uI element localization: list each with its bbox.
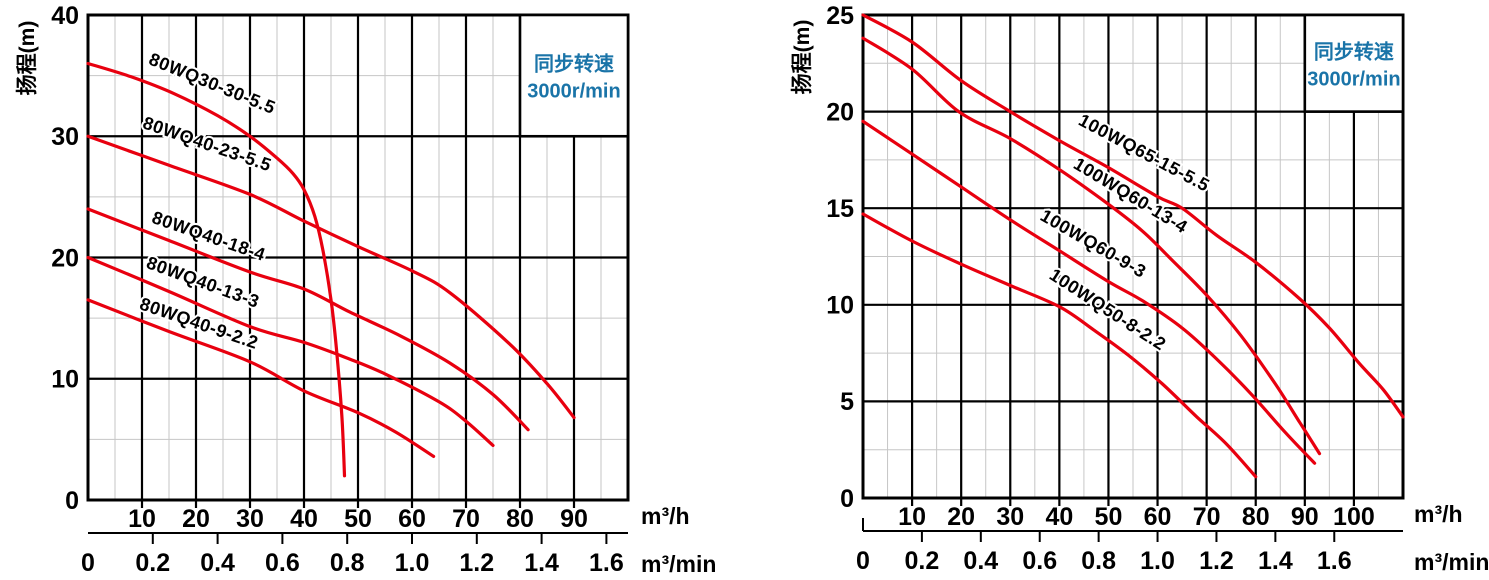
svg-text:30: 30 — [236, 505, 264, 533]
x-tick-labels: 10 20 30 40 50 60 70 80 90 — [128, 501, 588, 533]
speed-note-line2: 3000r/min — [1307, 68, 1400, 90]
svg-text:10: 10 — [898, 503, 926, 531]
svg-text:100: 100 — [1333, 503, 1375, 531]
svg-text:30: 30 — [996, 503, 1024, 531]
plot-border — [861, 13, 1405, 500]
curve-80WQ40-13-3 — [86, 255, 495, 447]
curve-label-80WQ40-23-5.5: 80WQ40-23-5.5 — [140, 113, 274, 176]
svg-text:1.6: 1.6 — [589, 549, 624, 577]
curve-100WQ60-9-3 — [861, 119, 1317, 465]
svg-text:70: 70 — [1193, 503, 1221, 531]
curve-label-80WQ30-30-5.5: 80WQ30-30-5.5 — [146, 49, 278, 118]
speed-note-box — [1303, 13, 1405, 113]
svg-text:15: 15 — [826, 195, 854, 223]
grid-minor — [863, 15, 1403, 498]
curve-80WQ40-9-2.2 — [86, 298, 436, 458]
svg-text:0.6: 0.6 — [265, 549, 300, 577]
svg-text:0: 0 — [840, 485, 854, 513]
svg-text:0.6: 0.6 — [1022, 547, 1057, 575]
speed-note-box — [518, 13, 630, 138]
unit-m3min-right: m³/min — [1414, 549, 1489, 575]
y-axis-label-right: 扬程(m) — [791, 19, 814, 95]
svg-text:1.4: 1.4 — [524, 549, 559, 577]
unit-m3min-left: m³/min — [641, 551, 717, 577]
flow-per-minute-axis: 0 0.2 0.4 0.6 0.8 1.0 1.2 1.4 1.6 — [81, 532, 628, 577]
svg-text:1.4: 1.4 — [1258, 547, 1293, 575]
svg-text:1.6: 1.6 — [1317, 547, 1352, 575]
svg-text:5: 5 — [840, 388, 854, 416]
svg-text:1.2: 1.2 — [459, 549, 494, 577]
svg-text:0.4: 0.4 — [963, 547, 998, 575]
svg-text:90: 90 — [1291, 503, 1319, 531]
curve-100WQ50-8-2.2 — [861, 212, 1258, 479]
svg-text:0: 0 — [65, 487, 79, 515]
svg-text:20: 20 — [182, 505, 210, 533]
svg-text:80: 80 — [506, 505, 534, 533]
svg-text:10: 10 — [826, 292, 854, 320]
svg-text:20: 20 — [947, 503, 975, 531]
unit-m3h-right: m³/h — [1414, 501, 1463, 527]
curve-100WQ60-13-4 — [861, 36, 1322, 456]
svg-text:25: 25 — [826, 2, 854, 30]
svg-text:70: 70 — [452, 505, 480, 533]
y-tick-labels: 0 5 10 15 20 25 — [826, 2, 854, 513]
svg-text:1.0: 1.0 — [1140, 547, 1175, 575]
curve-80WQ30-30-5.5 — [86, 61, 347, 478]
chart-right: 同步转速 3000r/min 0 5 10 15 20 25 10 20 30 40 50 60 70 80 9… — [826, 2, 1405, 575]
svg-text:40: 40 — [1045, 503, 1073, 531]
svg-text:0.8: 0.8 — [1081, 547, 1116, 575]
svg-text:40: 40 — [51, 2, 79, 30]
svg-text:20: 20 — [51, 244, 79, 272]
svg-text:90: 90 — [560, 505, 588, 533]
svg-text:1.0: 1.0 — [395, 549, 430, 577]
svg-text:0.2: 0.2 — [905, 547, 940, 575]
svg-text:30: 30 — [51, 123, 79, 151]
svg-text:50: 50 — [344, 505, 372, 533]
speed-note-line2: 3000r/min — [527, 81, 620, 103]
svg-text:50: 50 — [1095, 503, 1123, 531]
svg-text:20: 20 — [826, 98, 854, 126]
x-tick-labels: 10 20 30 40 50 60 70 80 90 100 — [898, 499, 1375, 531]
y-axis-label-left: 扬程(m) — [16, 20, 39, 96]
svg-text:80: 80 — [1242, 503, 1270, 531]
svg-text:0.2: 0.2 — [135, 549, 170, 577]
unit-m3h-left: m³/h — [641, 503, 690, 529]
curve-80WQ40-23-5.5 — [86, 134, 576, 420]
svg-text:60: 60 — [1144, 503, 1172, 531]
svg-text:10: 10 — [128, 505, 156, 533]
curve-100WQ65-15-5.5 — [861, 13, 1405, 419]
svg-text:0.4: 0.4 — [200, 549, 235, 577]
svg-text:0: 0 — [81, 549, 95, 577]
svg-text:60: 60 — [398, 505, 426, 533]
svg-text:1.2: 1.2 — [1199, 547, 1234, 575]
svg-text:0.8: 0.8 — [330, 549, 365, 577]
svg-text:10: 10 — [51, 366, 79, 394]
chart-left: 同步转速 3000r/min 0 10 20 30 40 10 20 30 40 50 60 70 80 90… — [51, 2, 630, 577]
flow-per-minute-axis: 0 0.2 0.4 0.6 0.8 1.0 1.2 1.4 1.6 — [856, 518, 1403, 575]
svg-text:40: 40 — [290, 505, 318, 533]
speed-note-line1: 同步转速 — [534, 52, 614, 76]
y-tick-labels: 0 10 20 30 40 — [51, 2, 79, 515]
speed-note-line1: 同步转速 — [1314, 39, 1394, 63]
curve-80WQ40-18-4 — [86, 207, 530, 432]
svg-text:0: 0 — [856, 547, 870, 575]
